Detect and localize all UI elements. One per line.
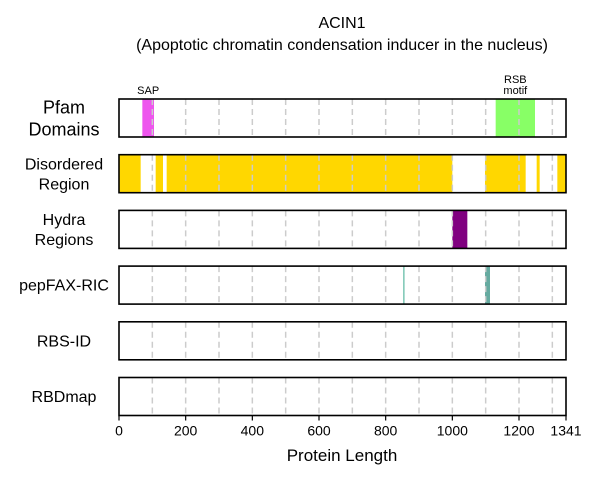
x-tick-label: 800 bbox=[374, 423, 398, 439]
x-tick-label: 1341 bbox=[550, 423, 581, 439]
track-label: RBS-ID bbox=[37, 333, 91, 350]
segment-bar bbox=[485, 266, 490, 305]
track: Disordered Region bbox=[25, 153, 567, 194]
track: Hydra Regions bbox=[35, 209, 567, 250]
track-label: RBDmap bbox=[32, 389, 97, 406]
segment-bar bbox=[155, 154, 163, 193]
chart-subtitle: (Apoptotic chromatin condensation induce… bbox=[136, 37, 548, 54]
segment-bar bbox=[557, 154, 566, 193]
segment-label: motif bbox=[503, 85, 528, 97]
segment-bar bbox=[142, 99, 154, 137]
segment-bar bbox=[495, 99, 535, 137]
segment-label: RSB bbox=[504, 74, 527, 86]
x-tick-label: 1200 bbox=[503, 423, 534, 439]
x-tick-label: 200 bbox=[174, 423, 198, 439]
track-frame bbox=[118, 153, 567, 194]
track: RBDmap bbox=[32, 376, 567, 417]
segment-label: SAP bbox=[137, 85, 159, 97]
chart-title: ACIN1 bbox=[318, 15, 365, 32]
segment-bar bbox=[536, 154, 540, 193]
track-label: Pfam bbox=[43, 97, 85, 117]
segment-bar bbox=[403, 266, 405, 305]
x-axis: 0 200 400 600 800 1000 1200 1341 bbox=[115, 415, 582, 439]
track-label: Hydra bbox=[43, 212, 86, 229]
track: pepFAX-RIC bbox=[19, 265, 567, 305]
track-label: pepFAX-RIC bbox=[19, 278, 109, 295]
track: RBS-ID bbox=[37, 320, 567, 361]
track-label: Region bbox=[39, 176, 90, 193]
track-label: Domains bbox=[28, 119, 99, 139]
track-frame bbox=[118, 376, 567, 417]
track-frame bbox=[118, 265, 567, 305]
x-axis-label: Protein Length bbox=[287, 446, 398, 465]
track-label: Regions bbox=[35, 232, 94, 249]
track-frame bbox=[118, 209, 567, 250]
track-frame bbox=[118, 320, 567, 361]
segment-bar bbox=[452, 210, 468, 249]
x-tick-label: 0 bbox=[115, 423, 123, 439]
x-tick-label: 1000 bbox=[437, 423, 468, 439]
segment-bar bbox=[166, 154, 453, 193]
x-tick-label: 600 bbox=[307, 423, 331, 439]
track-label: Disordered bbox=[25, 156, 103, 173]
segment-bar bbox=[119, 154, 141, 193]
x-tick-label: 400 bbox=[241, 423, 265, 439]
track-frame bbox=[118, 98, 567, 138]
